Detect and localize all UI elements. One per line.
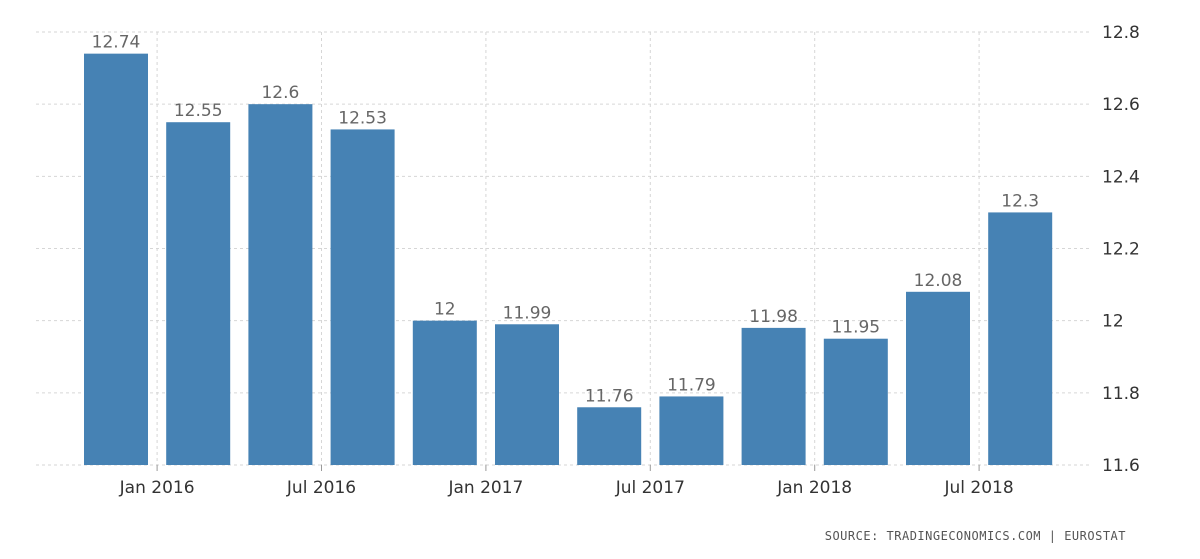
bar-value-label: 11.79 <box>667 375 716 395</box>
bar <box>412 320 477 465</box>
bar-value-label: 11.99 <box>503 303 552 323</box>
x-tick-label: Jan 2017 <box>447 478 523 498</box>
x-tick-label: Jan 2016 <box>119 478 195 498</box>
bar-value-label: 12.3 <box>1001 191 1039 211</box>
y-tick-label: 12.8 <box>1102 23 1140 43</box>
y-tick-label: 11.6 <box>1102 456 1140 476</box>
bar <box>84 53 148 466</box>
y-tick-label: 12.6 <box>1102 95 1140 115</box>
bar <box>577 407 642 465</box>
bar-value-label: 12.6 <box>261 83 299 103</box>
bar <box>495 324 559 465</box>
bar <box>659 396 724 465</box>
x-tick-label: Jul 2017 <box>615 478 685 498</box>
bars <box>84 53 1053 466</box>
x-axis-ticks: Jan 2016 Jul 2016 Jan 2017 Jul 2017 Jan 2018… <box>119 465 1014 498</box>
bar-value-label: 12.74 <box>92 33 141 53</box>
bar-value-label: 12.08 <box>914 271 963 291</box>
bar-value-label: 12.55 <box>174 101 223 121</box>
bar <box>906 291 970 465</box>
bar <box>166 122 231 465</box>
x-tick-label: Jul 2016 <box>286 478 356 498</box>
bar-value-label: 12.53 <box>338 108 387 128</box>
y-tick-label: 12 <box>1102 312 1124 332</box>
bar <box>248 104 313 466</box>
y-tick-label: 12.4 <box>1102 167 1140 187</box>
source-note: SOURCE: TRADINGECONOMICS.COM | EUROSTAT <box>825 529 1126 543</box>
bar <box>823 338 888 465</box>
bar-value-label: 11.95 <box>831 318 880 338</box>
x-tick-label: Jan 2018 <box>776 478 852 498</box>
bar-value-label: 11.76 <box>585 386 634 406</box>
y-tick-label: 12.2 <box>1102 240 1140 260</box>
x-tick-label: Jul 2018 <box>944 478 1014 498</box>
y-axis-ticks: 11.6 11.8 12 12.2 12.4 12.6 12.8 <box>1102 23 1140 476</box>
bar <box>741 327 806 465</box>
bar <box>988 212 1053 465</box>
y-tick-label: 11.8 <box>1102 384 1140 404</box>
bar-value-labels: 12.74 12.55 12.6 12.53 12 11.99 11.76 11.79 11.9… <box>92 33 1039 407</box>
bar-value-label: 11.98 <box>749 307 798 327</box>
bar <box>330 129 395 466</box>
bar-value-label: 12 <box>434 300 456 320</box>
